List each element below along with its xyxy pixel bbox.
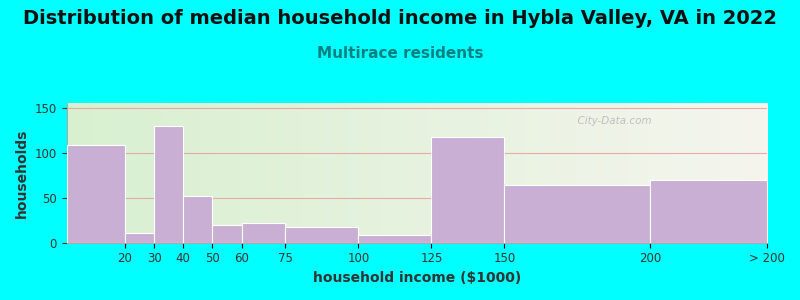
Bar xyxy=(504,185,650,243)
Bar xyxy=(66,146,125,243)
Bar xyxy=(154,125,183,243)
Bar xyxy=(650,180,767,243)
Y-axis label: households: households xyxy=(15,128,29,218)
Text: City-Data.com: City-Data.com xyxy=(571,116,651,126)
Bar xyxy=(213,225,242,243)
Bar xyxy=(431,137,504,243)
Bar xyxy=(242,223,286,243)
Bar xyxy=(125,233,154,243)
Bar xyxy=(358,235,431,243)
X-axis label: household income ($1000): household income ($1000) xyxy=(313,271,521,285)
Bar xyxy=(183,196,213,243)
Text: Distribution of median household income in Hybla Valley, VA in 2022: Distribution of median household income … xyxy=(23,9,777,28)
Bar xyxy=(286,227,358,243)
Text: Multirace residents: Multirace residents xyxy=(317,46,483,62)
